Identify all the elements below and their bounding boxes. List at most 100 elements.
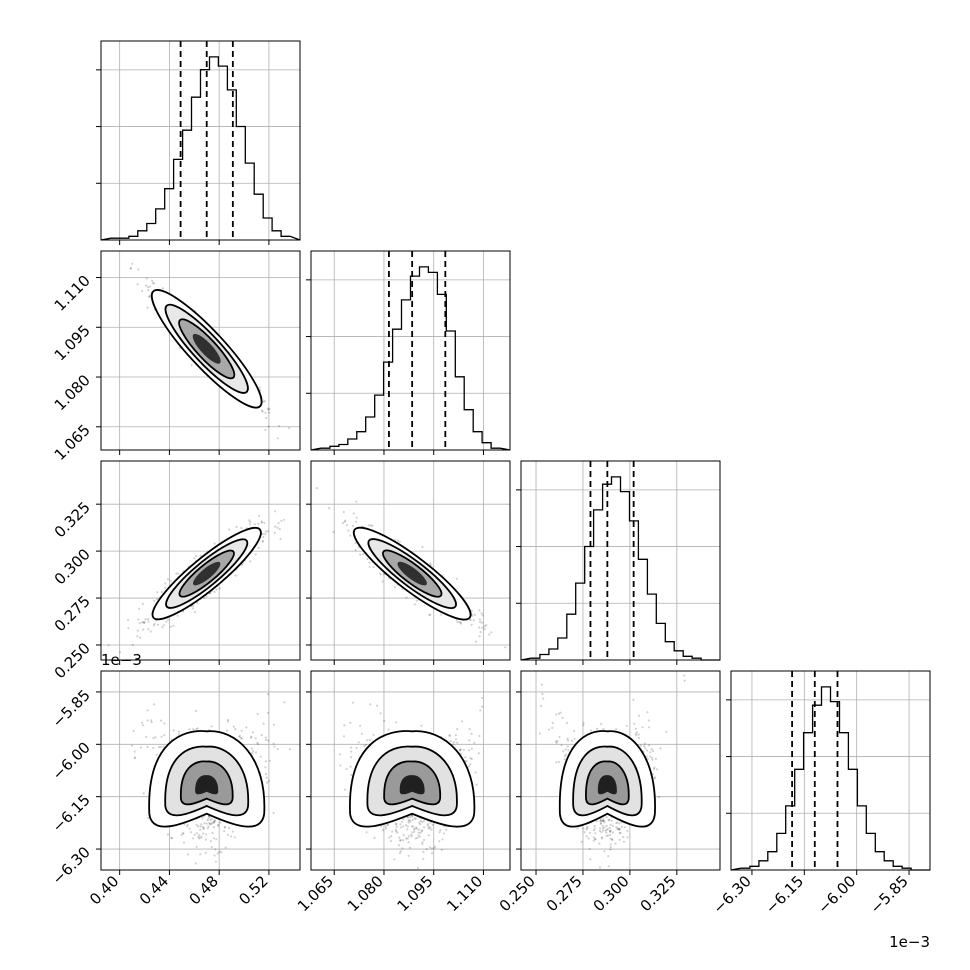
- y-tick-label: −6.00: [49, 738, 94, 783]
- scatter-point: [153, 282, 156, 285]
- scatter-point: [250, 747, 253, 750]
- scatter-point: [504, 646, 507, 649]
- scatter-point: [440, 613, 443, 616]
- scatter-point: [215, 838, 218, 841]
- scatter-point: [137, 268, 140, 271]
- panel-content: [129, 262, 291, 440]
- scatter-point: [643, 742, 647, 745]
- scatter-point: [160, 719, 163, 722]
- scatter-point: [478, 635, 481, 638]
- scatter-point: [196, 602, 199, 605]
- scatter-point: [566, 745, 569, 748]
- scatter-point: [138, 607, 141, 610]
- scatter-point: [440, 848, 443, 851]
- scatter-point: [249, 560, 252, 563]
- scatter-point: [162, 745, 165, 748]
- scatter-point: [264, 760, 267, 763]
- scatter-point: [438, 831, 441, 834]
- scatter-point: [639, 744, 642, 747]
- panel-content: [315, 487, 507, 649]
- scatter-point: [274, 525, 277, 528]
- scatter-point: [177, 733, 180, 736]
- x-tick-label: 0.44: [136, 872, 172, 908]
- grid: [101, 251, 300, 450]
- scatter-point: [262, 536, 265, 539]
- scatter-point: [541, 692, 544, 696]
- scatter-point: [264, 428, 267, 431]
- scatter-point: [264, 773, 267, 776]
- scatter-point: [416, 836, 419, 840]
- scatter-point: [258, 386, 261, 389]
- scatter-point: [573, 729, 576, 733]
- scatter-point: [610, 819, 613, 822]
- x-tick-label: −6.30: [710, 872, 755, 917]
- scatter-point: [209, 592, 212, 595]
- scatter-point: [210, 817, 213, 820]
- scatter-point: [212, 821, 215, 824]
- scatter-point: [234, 728, 237, 731]
- scatter-point: [355, 746, 358, 750]
- grid: [101, 41, 300, 240]
- x-tick-label: 0.48: [186, 872, 222, 908]
- histogram-panel-1: [96, 40, 301, 245]
- scatter-point: [153, 622, 156, 626]
- scatter-point: [239, 736, 243, 740]
- scatter-point: [193, 557, 196, 560]
- scatter-point: [332, 530, 335, 534]
- scatter-point: [425, 848, 428, 851]
- scatter-point: [400, 820, 403, 824]
- scatter-point: [410, 825, 413, 828]
- scatter-point: [133, 750, 136, 753]
- scatter-point: [470, 732, 473, 736]
- panel-content: [538, 674, 686, 869]
- scatter-point: [469, 763, 472, 766]
- scatter-point: [382, 573, 385, 576]
- scatter-point: [400, 826, 403, 829]
- scatter-point: [183, 823, 186, 826]
- scatter-point: [626, 836, 629, 839]
- scatter-point: [342, 510, 345, 514]
- scatter-point: [459, 748, 462, 751]
- scatter-point: [474, 771, 477, 774]
- scatter-point: [455, 577, 458, 580]
- scatter-point: [218, 587, 221, 590]
- scatter-point: [245, 726, 248, 729]
- scatter-point: [405, 596, 408, 599]
- scatter-point: [421, 545, 424, 549]
- scatter-point: [372, 566, 375, 569]
- scatter-point: [350, 773, 353, 777]
- scatter-point: [616, 828, 619, 831]
- scatter-point: [288, 748, 292, 751]
- x-tick-label: 1.095: [393, 872, 436, 915]
- x-tick-label: −6.00: [814, 872, 859, 917]
- scatter-point: [419, 820, 422, 823]
- y-tick-label: 0.300: [51, 545, 94, 588]
- scatter-point: [602, 819, 605, 823]
- scatter-point: [407, 854, 410, 858]
- y-tick-label: −5.85: [49, 686, 94, 731]
- scatter-point: [396, 831, 399, 834]
- scatter-point: [146, 719, 149, 722]
- scatter-point: [423, 826, 426, 829]
- scatter-point: [423, 838, 426, 842]
- scatter-point: [452, 741, 455, 744]
- scatter-point: [455, 618, 458, 622]
- scatter-point: [460, 622, 463, 625]
- scatter-point: [427, 834, 430, 837]
- scatter-point: [354, 549, 357, 552]
- scatter-point: [468, 749, 471, 752]
- scatter-point: [192, 728, 195, 731]
- scatter-point: [470, 609, 473, 612]
- scatter-point: [408, 846, 411, 849]
- scatter-point: [480, 705, 484, 708]
- scatter-point: [200, 823, 203, 826]
- scatter-point: [469, 618, 472, 622]
- scatter-point: [235, 525, 238, 529]
- scatter-point: [146, 618, 150, 621]
- scatter-point: [207, 825, 210, 828]
- scatter-point: [384, 827, 388, 830]
- scatter-point: [267, 411, 271, 414]
- scatter-point: [134, 756, 137, 759]
- scatter-point: [478, 626, 481, 629]
- panel-frame: [730, 670, 931, 871]
